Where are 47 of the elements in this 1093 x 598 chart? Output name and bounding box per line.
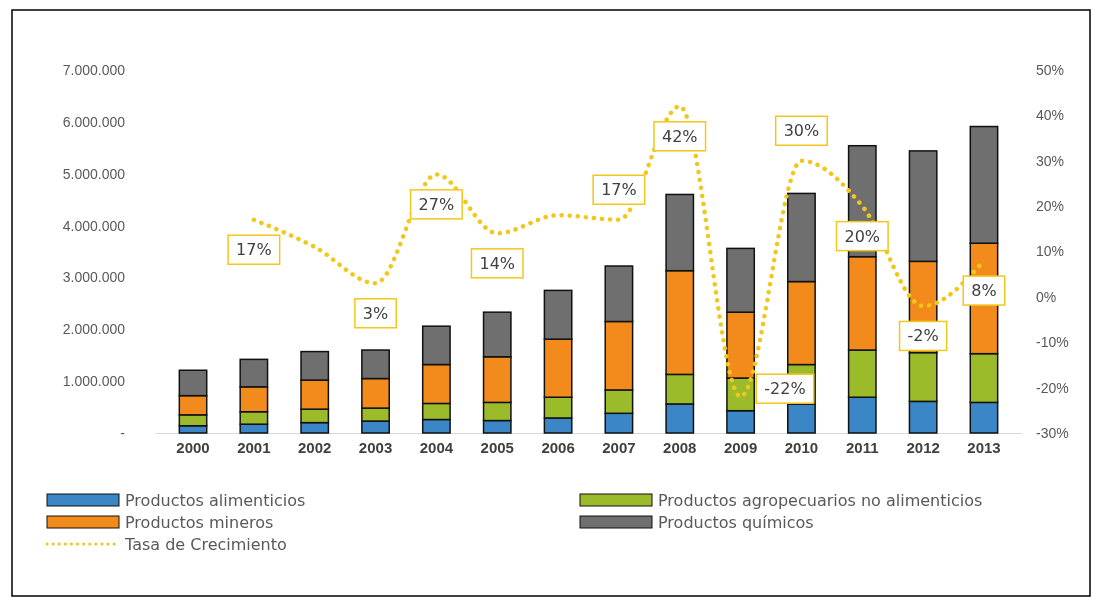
legend-label: Productos alimenticios xyxy=(125,490,306,510)
legend-label: Productos mineros xyxy=(125,512,274,532)
y-tick-label: 1.000.000 xyxy=(62,373,126,390)
data-label: 30% xyxy=(783,121,820,141)
y2-tick-label: 30% xyxy=(1036,152,1065,169)
y2-tick-label: -30% xyxy=(1036,424,1069,441)
x-tick-label: 2013 xyxy=(967,438,1001,456)
y2-tick-label: -10% xyxy=(1036,334,1069,351)
x-tick-label: 2001 xyxy=(237,438,271,456)
data-label: 17% xyxy=(236,240,272,260)
x-tick-label: 2000 xyxy=(176,438,210,456)
x-tick-label: 2012 xyxy=(906,438,940,456)
legend-label: Tasa de Crecimiento xyxy=(124,534,287,554)
data-label: 42% xyxy=(661,126,698,146)
y2-tick-label: 40% xyxy=(1036,107,1065,124)
y2-tick-label: 0% xyxy=(1036,288,1057,305)
data-label: 27% xyxy=(418,194,455,214)
x-tick-label: 2011 xyxy=(846,438,879,456)
data-label: 3% xyxy=(362,303,389,323)
data-label: -22% xyxy=(764,379,806,399)
data-label: -2% xyxy=(907,326,939,346)
y-tick-label: 3.000.000 xyxy=(62,269,126,286)
data-label: 14% xyxy=(479,253,516,273)
data-label: 20% xyxy=(844,226,881,246)
x-tick-label: 2003 xyxy=(358,438,393,456)
y2-tick-label: 20% xyxy=(1036,198,1065,215)
y-tick-label: - xyxy=(120,424,126,441)
y2-tick-label: 10% xyxy=(1036,243,1065,260)
y-tick-label: 6.000.000 xyxy=(62,113,126,130)
legend-label: Productos agropecuarios no alimenticios xyxy=(658,490,983,510)
x-tick-label: 2004 xyxy=(419,438,454,456)
x-tick-label: 2005 xyxy=(480,438,514,456)
x-tick-label: 2007 xyxy=(602,438,636,456)
legend-label: Productos químicos xyxy=(658,512,814,532)
x-tick-label: 2006 xyxy=(541,438,575,456)
x-tick-label: 2010 xyxy=(784,438,819,456)
y-tick-label: 4.000.000 xyxy=(62,217,126,234)
y2-tick-label: -20% xyxy=(1036,379,1069,396)
y-tick-label: 5.000.000 xyxy=(62,165,126,182)
x-tick-label: 2009 xyxy=(723,438,758,456)
y-tick-label: 7.000.000 xyxy=(62,61,126,78)
x-tick-label: 2002 xyxy=(298,438,332,456)
y2-tick-label: 50% xyxy=(1036,61,1065,78)
y-tick-label: 2.000.000 xyxy=(62,321,126,338)
x-tick-label: 2008 xyxy=(663,438,697,456)
data-label: 8% xyxy=(971,281,997,301)
data-label: 17% xyxy=(601,180,637,200)
